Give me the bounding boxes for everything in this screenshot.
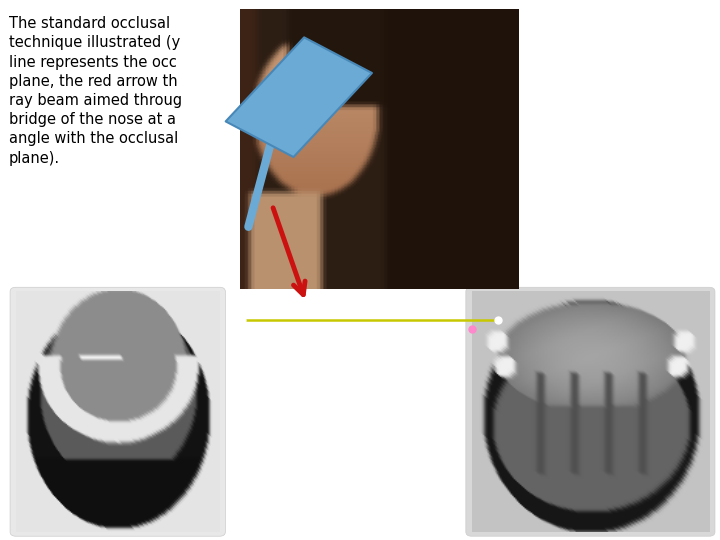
Text: The standard occlusal
technique illustrated (y
line represents the occ
plane, th: The standard occlusal technique illustra… — [9, 16, 181, 166]
Polygon shape — [225, 37, 372, 157]
FancyBboxPatch shape — [466, 287, 715, 536]
FancyBboxPatch shape — [10, 287, 225, 536]
